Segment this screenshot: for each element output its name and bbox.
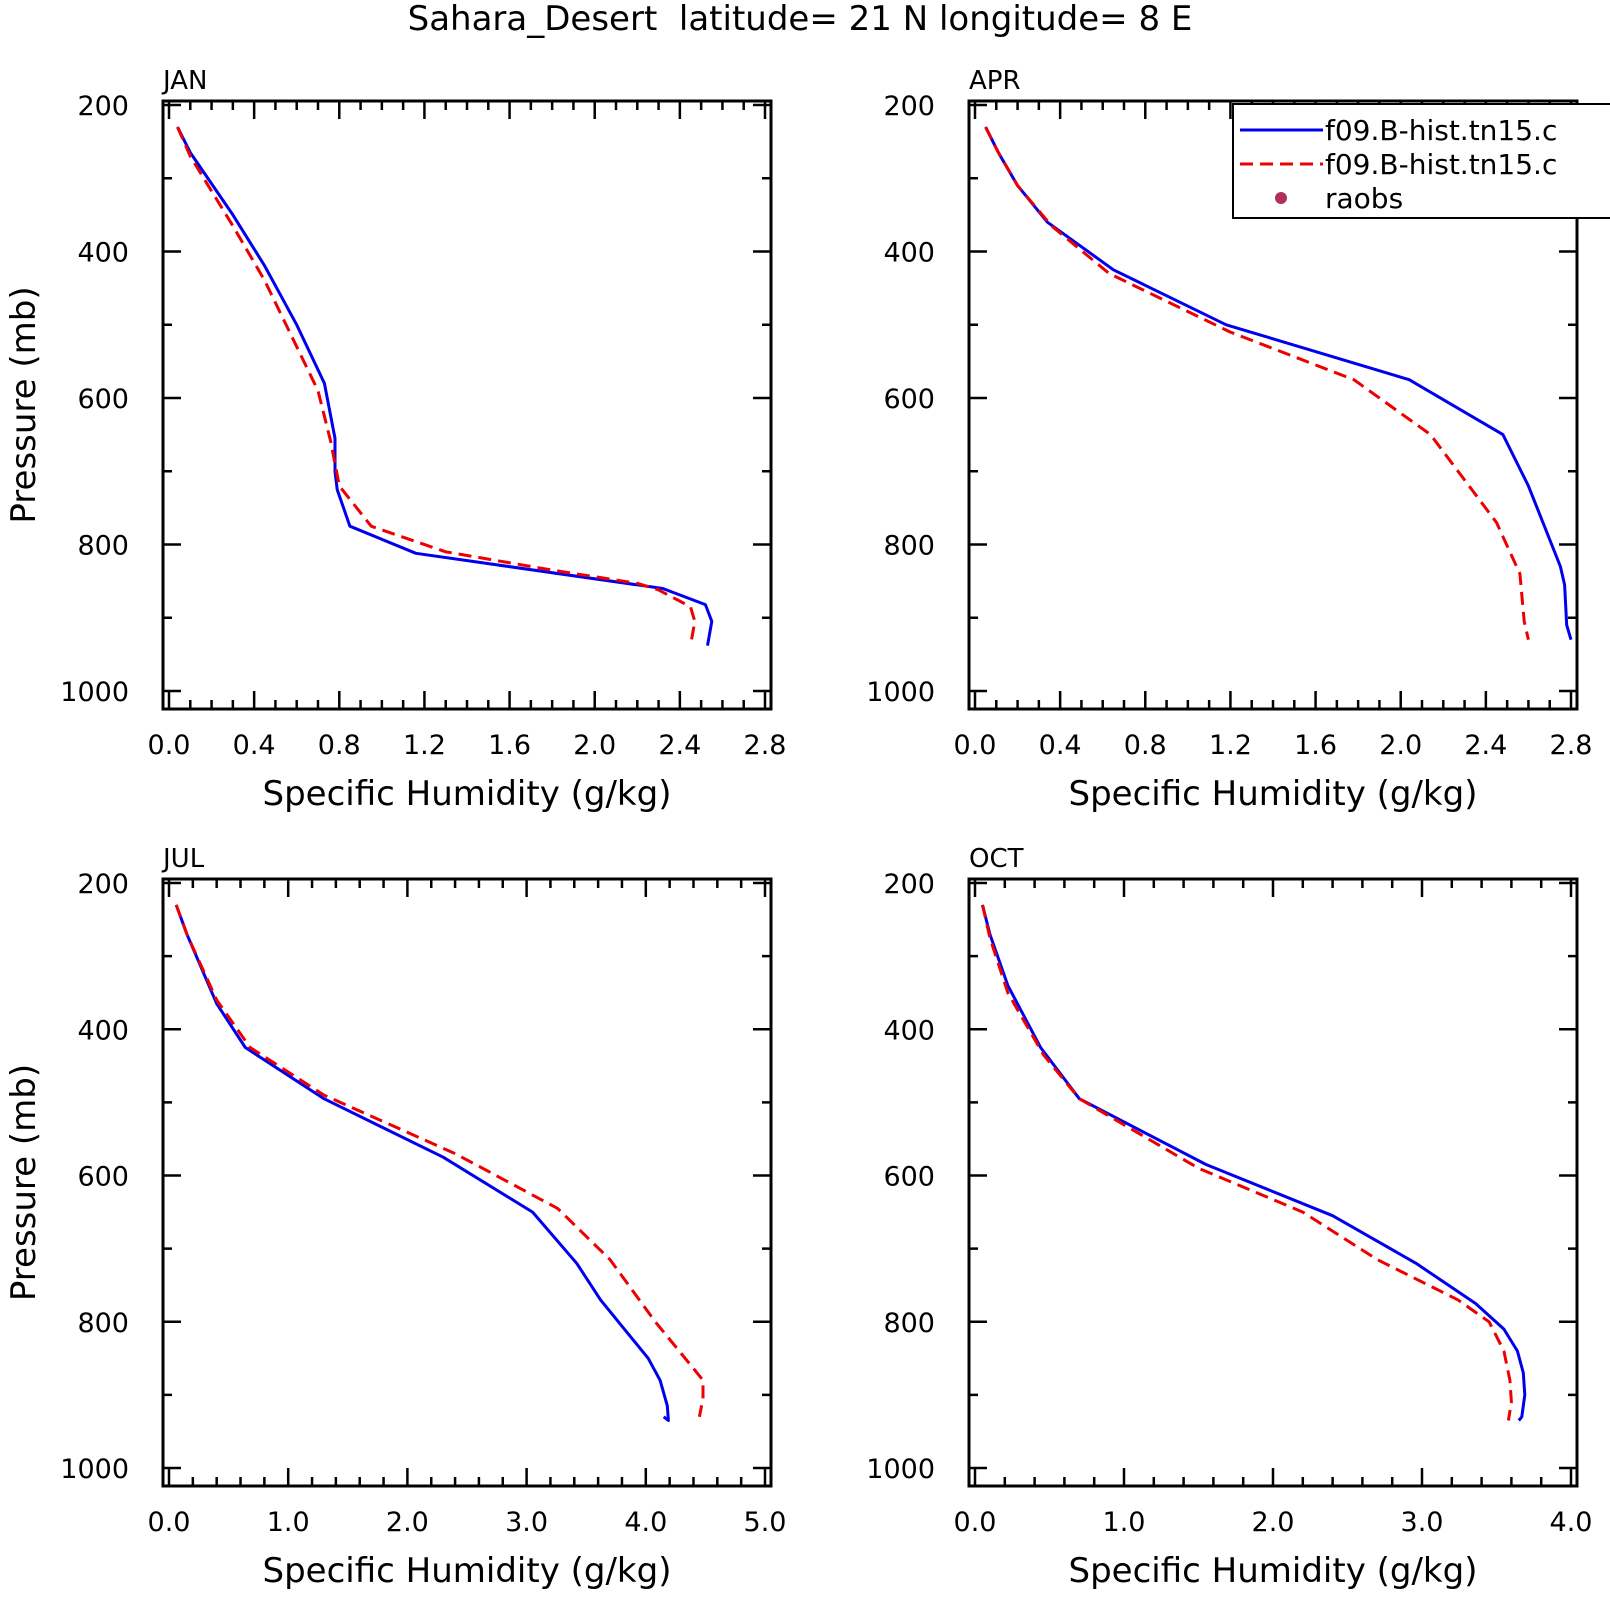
panel-label: JUL [161,844,205,874]
x-tick-label: 0.0 [148,1507,191,1538]
legend-label: raobs [1325,182,1403,215]
y-tick-label: 600 [883,1162,935,1193]
x-axis-label: Specific Humidity (g/kg) [263,1551,672,1591]
x-axis-label: Specific Humidity (g/kg) [263,774,672,814]
x-tick-label: 0.0 [954,1507,997,1538]
y-tick-label: 1000 [60,677,129,708]
plot-frame [967,877,1579,1488]
x-tick-label: 2.8 [744,730,787,761]
x-tick-label: 5.0 [744,1507,787,1538]
series-line-red-dashed [176,126,697,646]
x-tick-label: 0.4 [233,730,276,761]
y-axis-label: Pressure (mb) [4,1064,44,1301]
y-tick-label: 600 [77,384,129,415]
y-tick-label: 400 [77,1015,129,1046]
y-tick-label: 200 [77,91,129,122]
y-axis-label: Pressure (mb) [4,286,44,523]
x-tick-label: 1.6 [488,730,531,761]
x-tick-label: 1.2 [1209,730,1252,761]
x-tick-label: 4.0 [624,1507,667,1538]
panels: JAN 0.0 0.4 0.8 1.2 1.6 2.0 2.4 2.8 200 400 600 800 1… [4,66,1592,1591]
y-tick-label: 400 [77,238,129,269]
y-tick-label: 800 [77,531,129,562]
y-tick-label: 600 [77,1162,129,1193]
panel-apr: APR 0.0 0.4 0.8 1.2 1.6 2.0 2.4 2.8 200 400 600 800 1… [866,66,1592,814]
y-tick-label: 200 [77,869,129,900]
series-line-blue-solid [176,126,714,646]
x-tick-label: 2.0 [386,1507,429,1538]
panel-jul: JUL 0.0 1.0 2.0 3.0 4.0 5.0 200 400 600 800 1000 Spe… [4,844,786,1591]
series-line-red-dashed [984,126,1530,641]
x-tick-label: 2.4 [1464,730,1507,761]
panel-label: JAN [161,66,207,96]
panel-label: OCT [969,844,1024,874]
legend-box [1232,103,1610,219]
y-tick-label: 1000 [866,1454,935,1485]
x-tick-label: 0.0 [148,730,191,761]
x-axis-label: Specific Humidity (g/kg) [1069,1551,1478,1591]
y-tick-label: 800 [883,531,935,562]
y-tick-label: 400 [883,238,935,269]
series-line-red-dashed [174,904,705,1418]
x-tick-label: 0.8 [318,730,361,761]
x-tick-label: 1.0 [267,1507,310,1538]
legend-label: f09.B-hist.tn15.c [1325,114,1557,147]
y-tick-label: 600 [883,384,935,415]
x-tick-label: 2.0 [573,730,616,761]
y-tick-label: 200 [883,91,935,122]
x-tick-label: 2.4 [658,730,701,761]
x-tick-label: 3.0 [1401,1507,1444,1538]
plot-frame [161,877,773,1488]
y-tick-label: 400 [883,1015,935,1046]
y-tick-label: 1000 [866,677,935,708]
x-tick-label: 2.8 [1550,730,1593,761]
series-line-blue-solid [981,904,1527,1422]
x-tick-label: 0.0 [954,730,997,761]
y-tick-label: 800 [883,1308,935,1339]
y-tick-label: 1000 [60,1454,129,1485]
panel-jan: JAN 0.0 0.4 0.8 1.2 1.6 2.0 2.4 2.8 200 400 600 800 1… [4,66,786,814]
x-tick-label: 0.4 [1039,730,1082,761]
panel-label: APR [969,66,1021,96]
x-tick-label: 1.0 [1103,1507,1146,1538]
legend-marker-raobs [1275,192,1287,204]
figure-title: Sahara_Desert latitude= 21 N longitude= … [408,0,1193,39]
legend-label: f09.B-hist.tn15.c [1325,148,1557,181]
x-tick-label: 1.2 [403,730,446,761]
x-tick-label: 2.0 [1252,1507,1295,1538]
series-line-blue-solid [174,904,670,1422]
x-tick-label: 3.0 [505,1507,548,1538]
panel-oct: OCT 0.0 1.0 2.0 3.0 4.0 200 400 600 800 1000 Specif… [866,844,1592,1591]
plot-frame [161,99,773,711]
x-tick-label: 2.0 [1379,730,1422,761]
x-tick-label: 0.8 [1124,730,1167,761]
x-axis-label: Specific Humidity (g/kg) [1069,774,1478,814]
x-tick-label: 4.0 [1550,1507,1593,1538]
x-tick-label: 1.6 [1294,730,1337,761]
series-line-red-dashed [981,904,1513,1421]
y-tick-label: 200 [883,869,935,900]
y-tick-label: 800 [77,1308,129,1339]
